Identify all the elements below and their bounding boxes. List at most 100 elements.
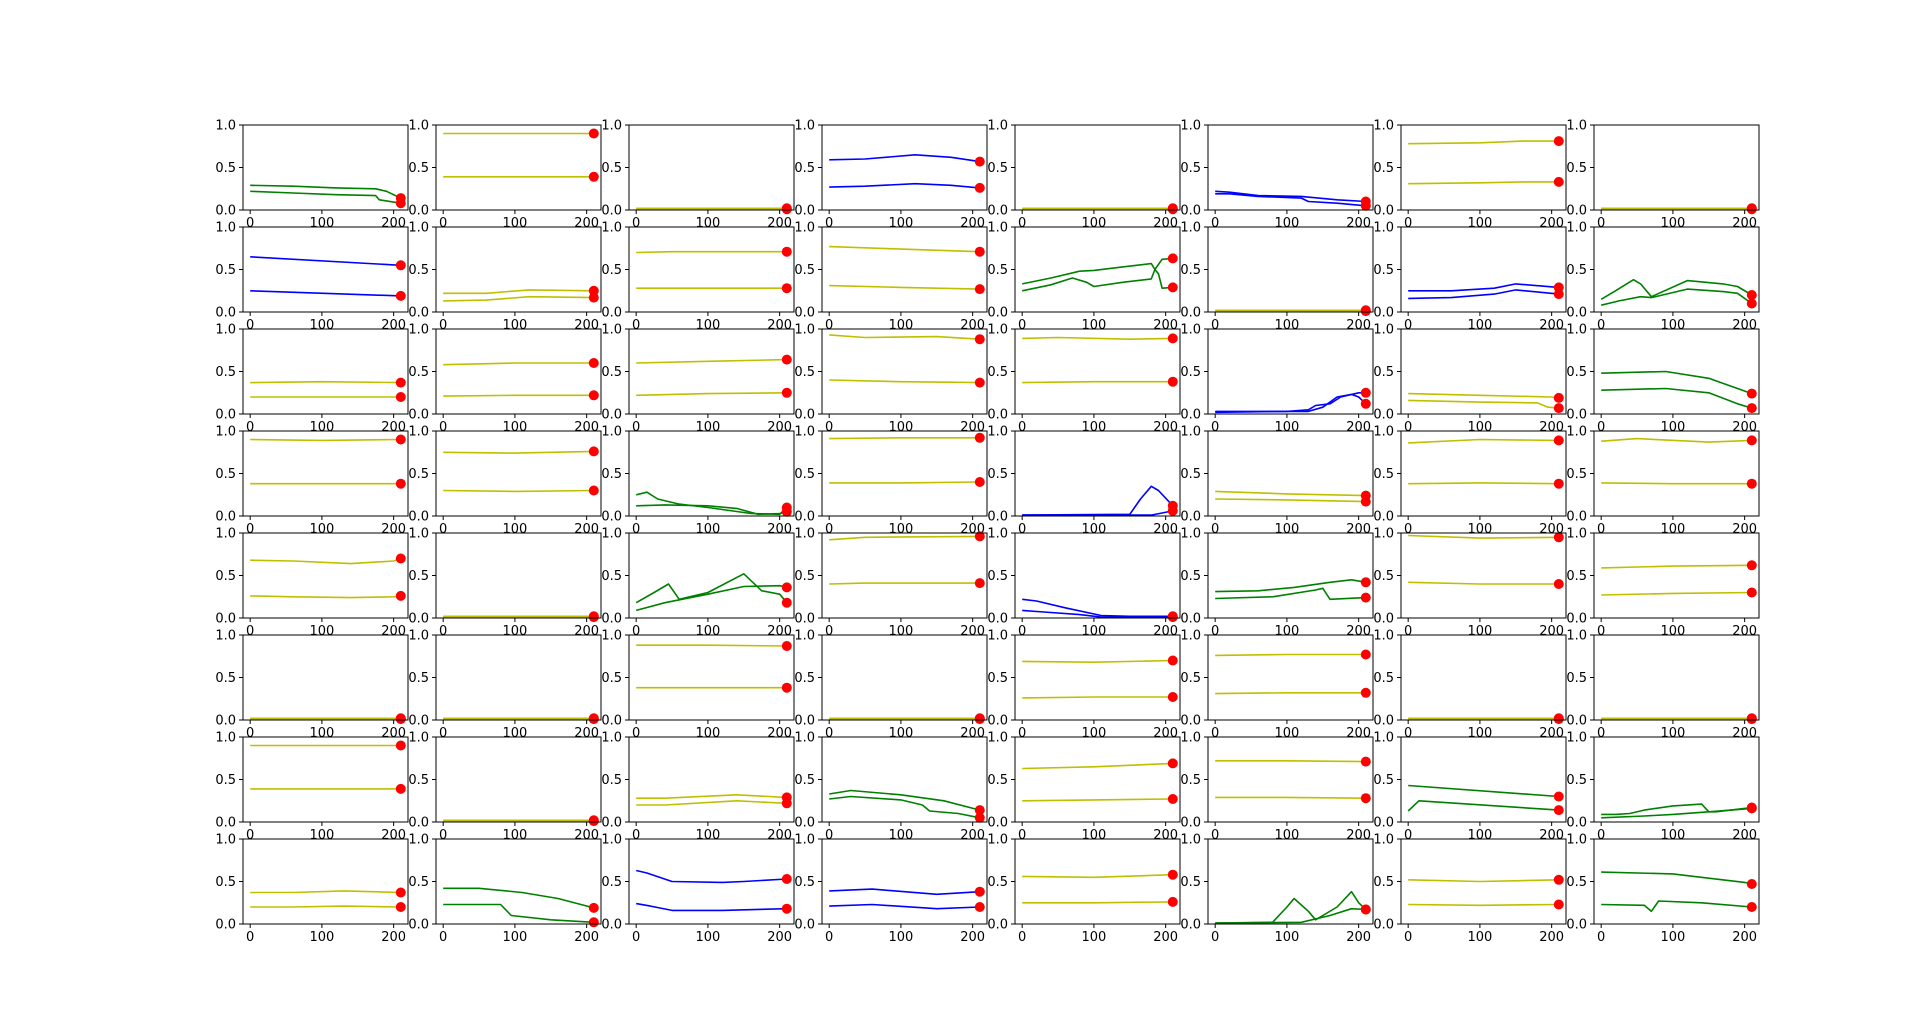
endpoint-marker-2 <box>1360 793 1371 804</box>
y-tick-label: 1.0 <box>215 323 236 338</box>
series-line-1 <box>1601 871 1752 885</box>
y-tick-label: 1.0 <box>1373 425 1394 440</box>
x-tick-label: 100 <box>695 216 720 231</box>
endpoint-marker-2 <box>395 392 406 402</box>
series-line-1 <box>250 557 402 565</box>
series-line-2 <box>829 481 980 484</box>
axes-frame <box>628 736 795 823</box>
y-tick-label: 0.5 <box>987 773 1008 788</box>
y-tick-label: 0.0 <box>987 306 1008 321</box>
axes-frame <box>242 838 409 925</box>
series-line-2 <box>1408 482 1559 485</box>
subplot-r2-c7: 0.0 0.5 1.0 0 100 200 <box>1373 221 1567 333</box>
endpoint-marker-2 <box>781 682 792 693</box>
subplot-r8-c5: 0.0 0.5 1.0 0 100 200 <box>987 833 1181 945</box>
y-tick-label: 0.5 <box>1566 365 1587 380</box>
y-tick-label: 1.0 <box>215 221 236 236</box>
y-tick-label: 0.0 <box>987 816 1008 831</box>
x-tick-label: 0 <box>246 522 254 537</box>
endpoint-marker-2 <box>1746 478 1757 489</box>
y-tick-label: 1.0 <box>408 833 429 848</box>
x-tick-label: 0 <box>246 420 254 435</box>
y-tick-label: 0.0 <box>1566 612 1587 627</box>
y-tick-label: 0.0 <box>408 714 429 729</box>
series-line-1 <box>1022 485 1174 516</box>
x-tick-label: 100 <box>695 828 720 843</box>
subplot-r4-c3: 0.0 0.5 1.0 0 100 200 <box>601 425 795 537</box>
x-tick-label: 100 <box>1467 726 1492 741</box>
series-line-1 <box>443 289 594 295</box>
axes-frame <box>628 634 795 721</box>
y-tick-label: 0.5 <box>408 467 429 482</box>
x-tick-label: 200 <box>767 522 792 537</box>
x-tick-label: 200 <box>381 420 406 435</box>
axes-frame <box>821 634 988 721</box>
subplot-r1-c6: 0.0 0.5 1.0 0 100 200 <box>1180 119 1374 231</box>
axes-frame <box>1014 532 1181 619</box>
endpoint-marker-2 <box>395 478 406 489</box>
x-tick-label: 200 <box>1153 216 1178 231</box>
y-tick-label: 0.5 <box>987 875 1008 890</box>
subplot-r6-c4: 0.0 0.5 1.0 0 100 200 <box>794 629 988 741</box>
x-tick-label: 100 <box>1660 726 1685 741</box>
x-tick-label: 100 <box>309 522 334 537</box>
x-tick-label: 100 <box>1660 522 1685 537</box>
endpoint-marker-1 <box>1167 333 1178 344</box>
x-tick-label: 100 <box>309 726 334 741</box>
x-tick-label: 0 <box>246 930 254 945</box>
x-tick-label: 0 <box>1018 930 1026 945</box>
y-tick-label: 0.0 <box>794 714 815 729</box>
subplot-r3-c7: 0.0 0.5 1.0 0 100 200 <box>1373 323 1567 435</box>
axes-frame <box>1400 124 1567 211</box>
y-tick-label: 1.0 <box>601 833 622 848</box>
y-tick-label: 0.0 <box>408 918 429 933</box>
x-tick-label: 100 <box>1660 216 1685 231</box>
x-tick-label: 200 <box>960 930 985 945</box>
x-tick-label: 100 <box>1274 318 1299 333</box>
endpoint-marker-2 <box>1553 478 1564 489</box>
x-tick-label: 0 <box>825 522 833 537</box>
subplot-r5-c3: 0.0 0.5 1.0 0 100 200 <box>601 527 795 639</box>
y-tick-label: 1.0 <box>601 629 622 644</box>
endpoint-marker-2 <box>588 485 599 496</box>
x-tick-label: 200 <box>1539 216 1564 231</box>
y-tick-label: 1.0 <box>1566 425 1587 440</box>
y-tick-label: 0.0 <box>794 408 815 423</box>
x-tick-label: 0 <box>1211 420 1219 435</box>
y-tick-label: 0.5 <box>794 773 815 788</box>
x-tick-label: 0 <box>1018 624 1026 639</box>
y-tick-label: 0.0 <box>1180 204 1201 219</box>
series-line-2 <box>1408 399 1559 409</box>
endpoint-marker-1 <box>1553 435 1564 446</box>
subplot-r1-c3: 0.0 0.5 1.0 0 100 200 <box>601 119 795 231</box>
y-tick-label: 0.5 <box>1180 773 1201 788</box>
series-line-1 <box>1022 257 1173 285</box>
series-line-1 <box>1601 803 1752 816</box>
endpoint-marker-2 <box>974 477 985 487</box>
subplot-r8-c6: 0.0 0.5 1.0 0 100 200 <box>1180 833 1374 945</box>
subplot-r4-c7: 0.00.51.00 100 200 <box>1373 425 1567 537</box>
endpoint-marker-1 <box>395 260 406 271</box>
y-tick-label: 0.0 <box>1180 510 1201 525</box>
y-tick-label: 1.0 <box>1373 119 1394 134</box>
endpoint-marker-1 <box>1746 388 1757 399</box>
endpoint-marker-2 <box>781 506 792 517</box>
y-tick-label: 1.0 <box>1180 833 1201 848</box>
y-tick-label: 0.0 <box>601 816 622 831</box>
series-line-1 <box>636 491 788 516</box>
x-tick-label: 200 <box>960 420 985 435</box>
x-tick-label: 100 <box>888 930 913 945</box>
x-tick-label: 200 <box>1539 930 1564 945</box>
y-tick-label: 1.0 <box>1180 119 1201 134</box>
y-tick-label: 1.0 <box>215 119 236 134</box>
axes-frame <box>242 634 409 721</box>
series-line-2 <box>443 903 594 924</box>
endpoint-marker-1 <box>1553 791 1564 802</box>
axes-frame <box>628 226 795 313</box>
x-tick-label: 100 <box>502 624 527 639</box>
endpoint-marker-2 <box>1360 592 1371 603</box>
endpoint-marker-1 <box>974 805 985 816</box>
y-tick-label: 0.0 <box>408 204 429 219</box>
x-tick-label: 100 <box>502 930 527 945</box>
series-line-1 <box>1408 879 1559 883</box>
